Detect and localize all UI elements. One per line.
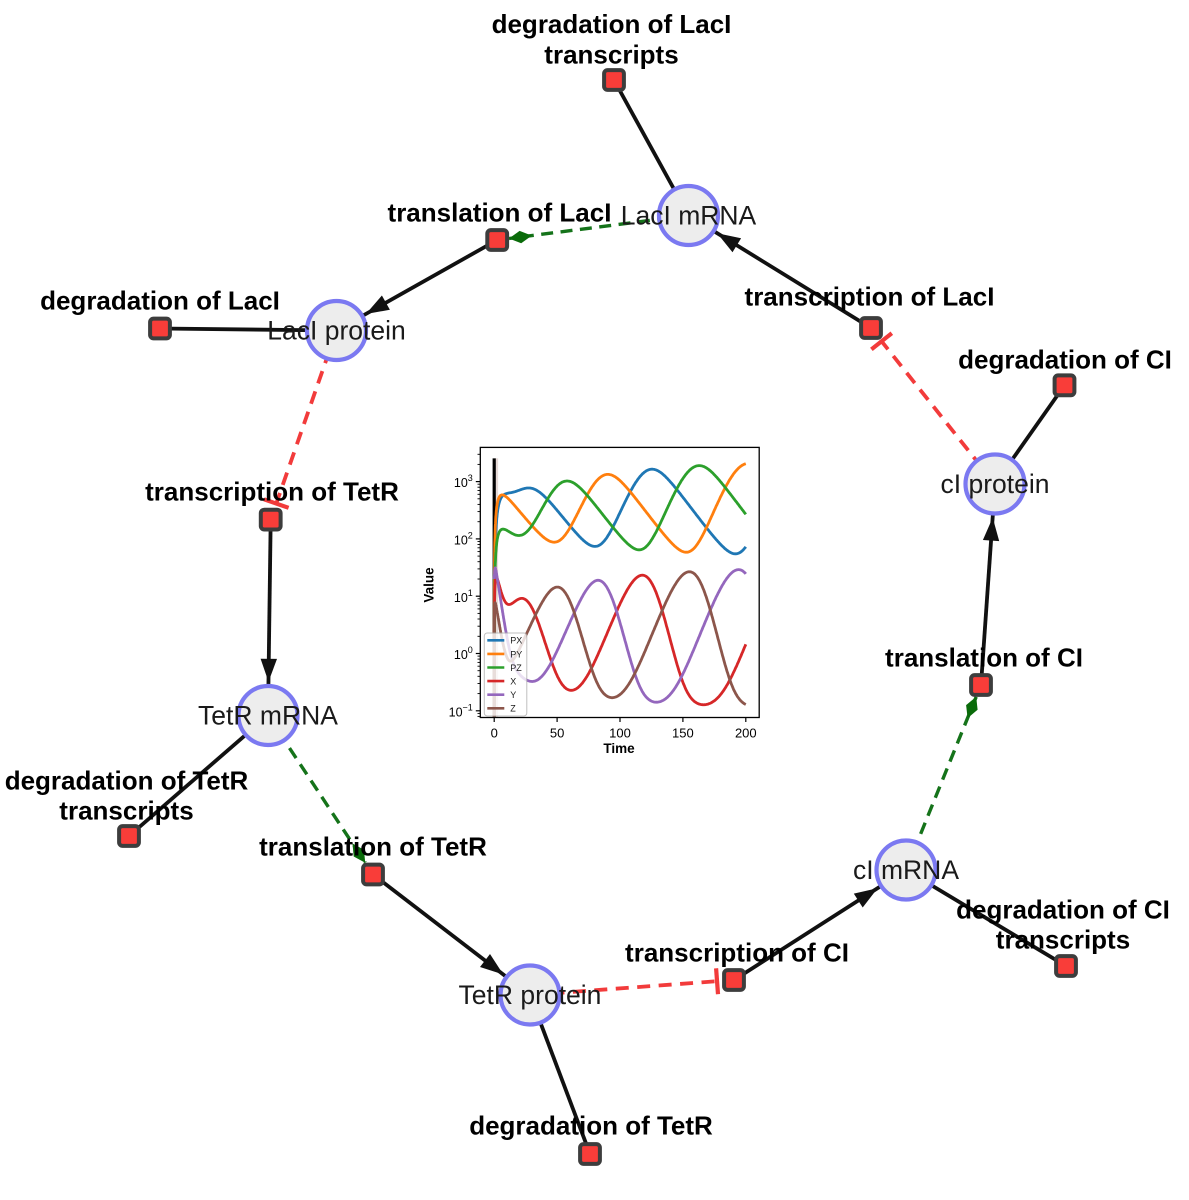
svg-text:103: 103	[454, 473, 473, 490]
svg-text:degradation of LacI: degradation of LacI	[40, 286, 280, 316]
svg-text:TetR protein: TetR protein	[459, 980, 602, 1010]
svg-text:10−1: 10−1	[449, 702, 473, 719]
svg-text:transcription of TetR: transcription of TetR	[145, 477, 399, 507]
svg-text:101: 101	[454, 588, 473, 605]
svg-text:degradation of LacI: degradation of LacI	[492, 9, 732, 39]
svg-text:PZ: PZ	[510, 663, 522, 673]
svg-text:50: 50	[550, 726, 564, 741]
svg-text:200: 200	[735, 726, 757, 741]
svg-text:degradation of CI: degradation of CI	[958, 345, 1172, 375]
svg-text:Time: Time	[603, 741, 635, 756]
svg-text:transcripts: transcripts	[59, 796, 193, 826]
svg-text:translation of LacI: translation of LacI	[388, 198, 612, 228]
svg-text:Z: Z	[510, 704, 516, 714]
svg-text:translation of CI: translation of CI	[885, 643, 1083, 673]
svg-text:transcripts: transcripts	[996, 925, 1130, 955]
svg-text:100: 100	[609, 726, 631, 741]
svg-text:Y: Y	[510, 690, 516, 700]
svg-text:transcription of LacI: transcription of LacI	[745, 282, 995, 312]
svg-text:translation of TetR: translation of TetR	[259, 832, 487, 862]
svg-text:transcripts: transcripts	[544, 40, 678, 70]
svg-text:150: 150	[672, 726, 694, 741]
svg-text:degradation of TetR: degradation of TetR	[469, 1111, 713, 1141]
svg-text:Value: Value	[422, 567, 437, 603]
svg-text:LacI protein: LacI protein	[267, 316, 405, 346]
svg-text:TetR mRNA: TetR mRNA	[198, 701, 338, 731]
svg-text:cI mRNA: cI mRNA	[853, 855, 959, 885]
svg-text:PX: PX	[510, 636, 522, 646]
svg-text:cI protein: cI protein	[940, 469, 1049, 499]
svg-text:102: 102	[454, 531, 473, 548]
svg-text:LacI mRNA: LacI mRNA	[621, 201, 757, 231]
svg-text:transcription of CI: transcription of CI	[625, 938, 849, 968]
svg-text:PY: PY	[510, 649, 522, 659]
svg-text:X: X	[510, 677, 516, 687]
svg-text:0: 0	[491, 726, 498, 741]
svg-text:100: 100	[454, 645, 473, 662]
svg-text:degradation of CI: degradation of CI	[956, 895, 1170, 925]
svg-text:degradation of TetR: degradation of TetR	[5, 766, 249, 796]
